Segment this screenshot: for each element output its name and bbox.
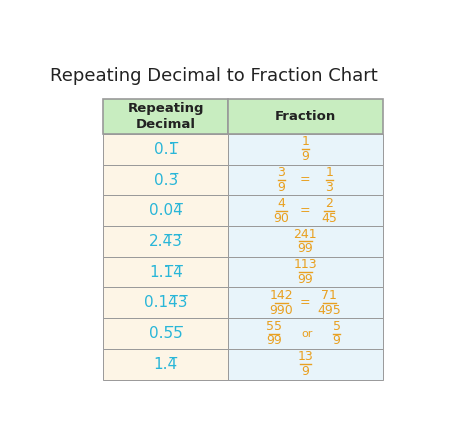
Text: 9: 9 (278, 181, 285, 194)
Text: 2: 2 (325, 197, 333, 210)
Text: =: = (300, 204, 310, 217)
FancyBboxPatch shape (103, 287, 228, 318)
Text: 3: 3 (325, 181, 333, 194)
Text: 1: 1 (301, 135, 310, 148)
Text: 0.1̅: 0.1̅ (154, 142, 178, 157)
Text: 113: 113 (293, 258, 317, 271)
Text: 1: 1 (325, 166, 333, 179)
FancyBboxPatch shape (228, 257, 383, 287)
Text: Repeating
Decimal: Repeating Decimal (128, 102, 204, 131)
Text: 99: 99 (298, 242, 313, 255)
Text: 99: 99 (266, 334, 282, 347)
FancyBboxPatch shape (103, 349, 228, 380)
Text: 2.4̅3̅: 2.4̅3̅ (149, 234, 182, 249)
Text: =: = (300, 296, 310, 309)
Text: 5: 5 (333, 320, 341, 333)
FancyBboxPatch shape (103, 318, 228, 349)
Text: 9: 9 (333, 334, 340, 347)
Text: 495: 495 (318, 304, 341, 317)
FancyBboxPatch shape (228, 349, 383, 380)
Text: Repeating Decimal to Fraction Chart: Repeating Decimal to Fraction Chart (50, 67, 377, 85)
Text: 55: 55 (266, 320, 282, 333)
FancyBboxPatch shape (228, 164, 383, 195)
FancyBboxPatch shape (103, 226, 228, 257)
Text: 71: 71 (321, 289, 337, 302)
Text: 3: 3 (278, 166, 285, 179)
Text: 99: 99 (298, 273, 313, 286)
Text: 0.5̅5̅: 0.5̅5̅ (149, 326, 182, 341)
FancyBboxPatch shape (228, 134, 383, 164)
Text: 0.14̅3̅: 0.14̅3̅ (144, 295, 188, 310)
Text: 1.4̅: 1.4̅ (154, 357, 178, 372)
Text: 13: 13 (298, 350, 313, 363)
FancyBboxPatch shape (228, 287, 383, 318)
Text: 241: 241 (293, 227, 317, 240)
FancyBboxPatch shape (228, 318, 383, 349)
Text: 45: 45 (321, 211, 337, 224)
Text: or: or (301, 329, 313, 339)
FancyBboxPatch shape (103, 99, 228, 134)
Text: Fraction: Fraction (275, 110, 336, 123)
FancyBboxPatch shape (103, 257, 228, 287)
FancyBboxPatch shape (103, 164, 228, 195)
Text: 0.3̅: 0.3̅ (154, 172, 178, 187)
FancyBboxPatch shape (103, 195, 228, 226)
Text: 0.04̅: 0.04̅ (149, 203, 182, 218)
Text: =: = (300, 174, 310, 187)
FancyBboxPatch shape (103, 134, 228, 164)
Text: 9: 9 (301, 365, 310, 378)
FancyBboxPatch shape (228, 226, 383, 257)
Text: 142: 142 (270, 289, 293, 302)
FancyBboxPatch shape (228, 99, 383, 134)
Text: 990: 990 (270, 304, 293, 317)
Text: 1.1̅4̅: 1.1̅4̅ (149, 265, 182, 279)
Text: 9: 9 (301, 150, 310, 163)
FancyBboxPatch shape (228, 195, 383, 226)
Text: 4: 4 (278, 197, 285, 210)
Text: 90: 90 (273, 211, 290, 224)
